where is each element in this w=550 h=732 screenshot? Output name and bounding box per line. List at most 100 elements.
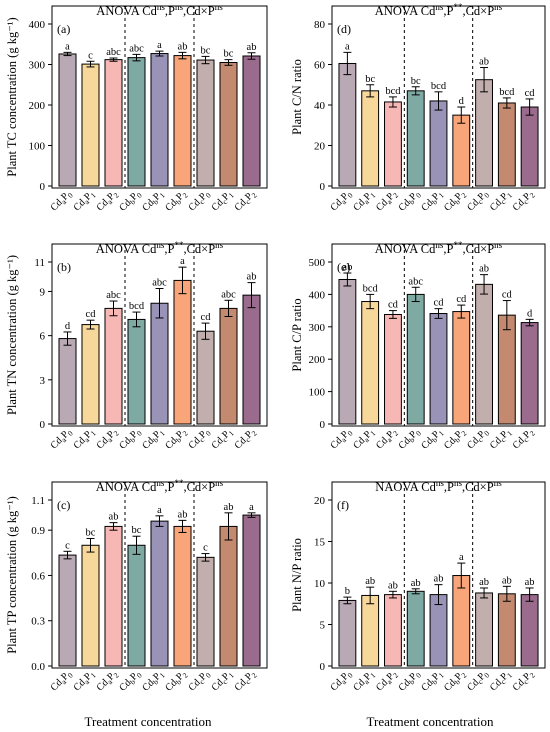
bar: [338, 599, 357, 667]
bar: [429, 100, 448, 187]
plot-frame: [331, 481, 546, 669]
significance-letter: bc: [86, 527, 96, 538]
y-tick-label: 0: [40, 181, 46, 193]
chart-title: ANOVA Cdns,Pns,Cd×Pns: [96, 2, 223, 18]
category-label: CdaP1: [72, 426, 98, 452]
bar: [242, 294, 261, 425]
category-label: CdcP2: [511, 668, 537, 694]
category-label: CdaP0: [49, 188, 75, 214]
category-label: CdbP1: [419, 188, 446, 215]
y-tick-label: 500: [309, 257, 326, 269]
panel-label: (b): [57, 260, 71, 274]
y-axis-label: Plant C/N ratio: [290, 59, 304, 135]
bar: [173, 525, 192, 667]
significance-letter: ab: [525, 577, 535, 588]
category-label: CdbP2: [442, 426, 469, 453]
significance-letter: c: [88, 50, 93, 61]
significance-letter: cd: [434, 298, 445, 309]
significance-letter: a: [345, 41, 350, 52]
significance-letter: ab: [365, 576, 375, 587]
significance-letter: abc: [408, 276, 423, 287]
significance-letter: a: [459, 552, 464, 563]
significance-letter: cd: [456, 294, 467, 305]
y-tick-label: 0: [320, 419, 326, 431]
category-label: CdcP2: [233, 426, 259, 452]
category-label: CdaP2: [95, 188, 121, 214]
bar: [338, 278, 357, 425]
significance-letter: ab: [479, 264, 489, 275]
y-tick-label: 300: [29, 60, 46, 72]
significance-letter: ab: [178, 509, 188, 520]
significance-letter: abc: [152, 278, 167, 289]
bar: [406, 293, 425, 425]
category-label: CdcP1: [488, 426, 514, 452]
significance-letter: cd: [201, 312, 212, 323]
y-tick-label: 40: [314, 100, 326, 112]
significance-letter: abc: [106, 47, 121, 58]
category-label: CdaP0: [329, 188, 355, 214]
category-label: CdcP2: [511, 188, 537, 214]
y-tick-label: 400: [309, 289, 326, 301]
x-axis-label-right: Treatment concentration: [367, 714, 494, 729]
category-label: CdbP0: [117, 188, 144, 215]
bar: [452, 311, 471, 425]
bar: [81, 324, 100, 425]
significance-letter: c: [65, 540, 70, 551]
y-tick-label: 100: [29, 141, 46, 153]
y-tick-label: 60: [314, 60, 326, 72]
y-tick-label: 0.0: [31, 661, 45, 673]
panel-f: 0 5 10 15 20 Plant N/P ratio NAOVA Cdns,Pns,Cd…: [290, 478, 546, 694]
significance-letter: ab: [178, 41, 188, 52]
plot-frame: [331, 243, 546, 427]
panel-label: (a): [57, 22, 70, 36]
category-label: CdaP2: [374, 188, 400, 214]
significance-letter: ab: [502, 575, 512, 586]
category-label: CdaP1: [351, 188, 377, 214]
category-label: CdbP2: [163, 188, 190, 215]
y-tick-label: 3: [40, 375, 46, 387]
category-label: CdaP2: [374, 668, 400, 694]
significance-letter: cd: [86, 309, 97, 320]
bar: [497, 593, 516, 667]
category-label: CdcP0: [187, 426, 213, 452]
significance-letter: bcd: [363, 283, 379, 294]
significance-letter: a: [249, 502, 254, 513]
category-label: CdcP0: [465, 426, 491, 452]
category-label: CdbP0: [397, 426, 424, 453]
bar: [127, 544, 146, 667]
category-label: CdaP0: [329, 426, 355, 452]
significance-letter: abc: [221, 289, 236, 300]
significance-letter: ab: [388, 580, 398, 591]
significance-letter: bc: [411, 76, 421, 87]
bar: [150, 520, 169, 667]
bar: [58, 554, 77, 667]
bar: [58, 53, 77, 187]
bar: [219, 307, 238, 425]
category-label: CdcP0: [187, 188, 213, 214]
bar: [520, 106, 539, 187]
significance-letter: ab: [411, 578, 421, 589]
bar: [452, 114, 471, 187]
category-label: CdbP0: [117, 426, 144, 453]
significance-letter: d: [65, 321, 71, 332]
significance-letter: c: [203, 543, 208, 554]
bar: [429, 594, 448, 667]
bar: [127, 57, 146, 187]
category-label: CdaP2: [95, 426, 121, 452]
category-label: CdaP2: [95, 668, 121, 694]
significance-letter: ab: [434, 574, 444, 585]
chart-title: ANOVA Cdns,P**,Cd×Pns: [96, 240, 224, 256]
y-tick-label: 20: [314, 141, 326, 153]
category-label: CdcP0: [465, 668, 491, 694]
y-tick-label: 0: [40, 419, 46, 431]
significance-letter: abc: [106, 290, 121, 301]
bar: [406, 590, 425, 667]
significance-letter: a: [180, 256, 185, 267]
panel-c: 0.0 0.3 0.6 0.9 1.1 Plant TP concentration (g…: [5, 478, 268, 694]
significance-letter: a: [157, 40, 162, 51]
bar: [196, 556, 215, 667]
bar: [475, 592, 493, 667]
y-tick-label: 15: [314, 537, 326, 549]
significance-letter: bc: [132, 525, 142, 536]
category-label: CdcP1: [210, 188, 236, 214]
